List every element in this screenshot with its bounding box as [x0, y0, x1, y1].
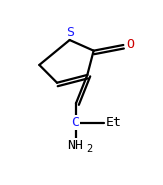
Text: 2: 2 [87, 144, 93, 154]
Text: Et: Et [106, 116, 122, 129]
Text: NH: NH [67, 139, 83, 152]
Text: O: O [126, 38, 134, 51]
Text: S: S [66, 26, 74, 39]
Text: C: C [71, 116, 79, 129]
